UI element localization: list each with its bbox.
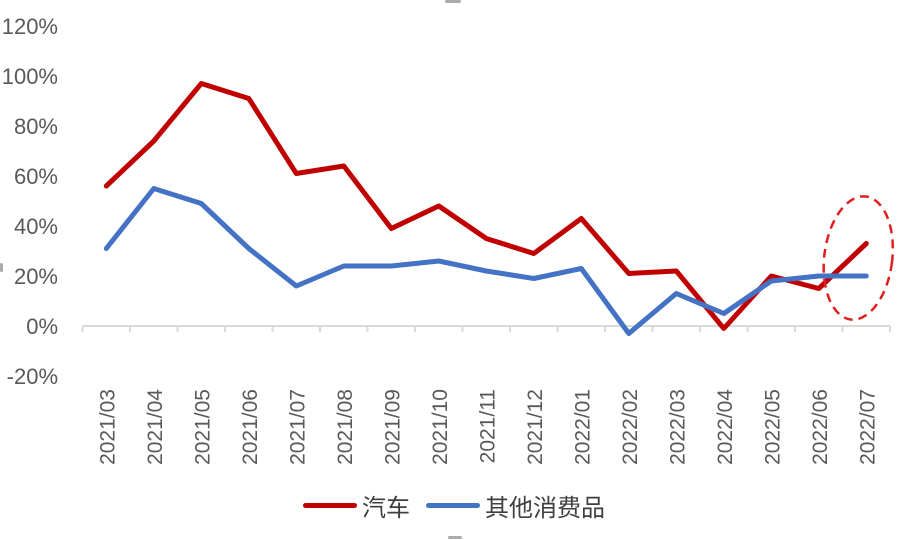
y-axis-tick-label: 80%: [14, 114, 58, 139]
legend-line-swatch-red: [303, 503, 357, 508]
y-axis-tick-label: 100%: [2, 64, 58, 89]
x-axis-tick-label: 2022/04: [714, 389, 737, 465]
y-axis-tick-label: 20%: [14, 264, 58, 289]
cropped-glyph-bottom: [448, 536, 462, 539]
legend-item-autos: 汽车: [303, 488, 410, 523]
x-axis-line: [81, 325, 891, 332]
y-axis-tick-label: -20%: [7, 364, 58, 389]
x-axis-tick-label: 2022/06: [809, 389, 832, 465]
highlight-ellipse-annotation: [822, 195, 895, 321]
x-axis-tick-label: 2021/09: [381, 389, 404, 465]
x-axis-tick-label: 2021/03: [96, 389, 119, 465]
x-axis-tick-label: 2021/07: [286, 389, 309, 465]
legend-line-swatch-blue: [426, 503, 480, 508]
legend-label-autos: 汽车: [362, 495, 410, 522]
legend-label-other-consumer-goods: 其他消费品: [485, 495, 605, 522]
y-axis-tick-label: 0%: [26, 314, 58, 339]
cropped-glyph-left: [0, 263, 3, 272]
x-axis-tick-label: 2022/07: [856, 389, 879, 465]
x-axis-tick-label: 2021/11: [476, 389, 499, 463]
y-axis-tick-label: 60%: [14, 164, 58, 189]
series-line-autos: [103, 81, 869, 331]
x-axis-tick-label: 2021/06: [239, 389, 262, 465]
chart-legend: 汽车 其他消费品: [0, 488, 908, 523]
x-axis-tick-label: 2021/12: [524, 389, 547, 465]
x-axis-tick-label: 2021/10: [429, 389, 452, 465]
x-axis-tick-label: 2021/05: [191, 389, 214, 465]
x-axis-tick-label: 2022/02: [619, 389, 642, 465]
x-axis-tick-label: 2021/04: [144, 389, 167, 465]
x-axis-tick-label: 2022/03: [666, 389, 689, 465]
x-axis-tick-label: 2022/01: [571, 389, 594, 465]
x-axis-tick-label: 2022/05: [761, 389, 784, 465]
legend-item-other-consumer-goods: 其他消费品: [426, 488, 605, 523]
y-axis-tick-label: 40%: [14, 214, 58, 239]
cropped-glyph-top: [445, 0, 461, 3]
y-axis-tick-label: 120%: [2, 14, 58, 39]
series-line-other-consumer-goods: [103, 186, 869, 336]
x-axis-tick-label: 2021/08: [334, 389, 357, 465]
